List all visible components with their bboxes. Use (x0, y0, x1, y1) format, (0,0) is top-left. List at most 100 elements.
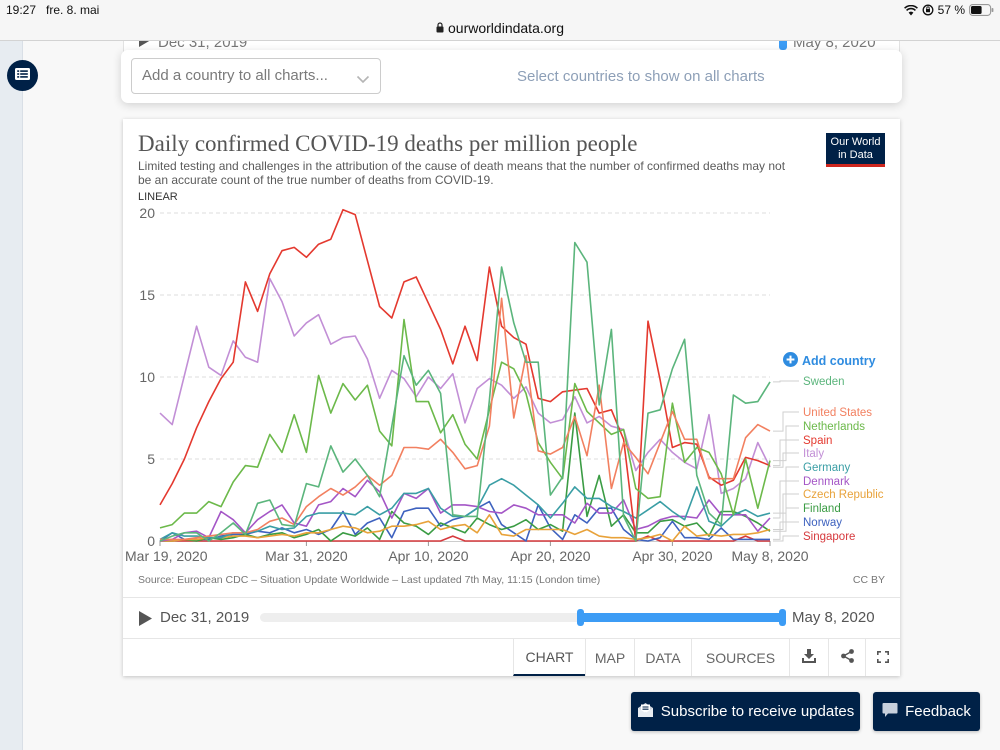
series-line-spain[interactable] (159, 208, 771, 542)
series-line-singapore[interactable] (160, 535, 770, 542)
legend-label-norway[interactable]: Norway (803, 517, 842, 529)
legend-connector (773, 452, 799, 468)
legend-label-singapore[interactable]: Singapore (803, 531, 855, 543)
legend-connector (773, 535, 799, 542)
x-tick-label: Apr 30, 2020 (632, 548, 712, 564)
legend-label-denmark[interactable]: Denmark (803, 476, 850, 488)
battery-percentage: 57 % (937, 3, 965, 17)
series-line-norway[interactable] (159, 500, 770, 542)
series-line-italy[interactable] (159, 277, 771, 495)
series-line-united-states[interactable] (160, 297, 771, 541)
lock-icon (436, 20, 444, 36)
legend-connector (773, 493, 799, 530)
status-indicators: 57 % (903, 2, 994, 18)
legend-connector (773, 411, 799, 432)
battery-icon (969, 4, 994, 16)
url-text: ourworldindata.org (448, 20, 564, 36)
timeline-end-label: May 8, 2020 (792, 609, 875, 626)
series-line-czech-republic[interactable] (160, 513, 771, 542)
series-line-denmark[interactable] (159, 479, 771, 542)
chart-tabs: CHART MAP DATA SOURCES (123, 639, 900, 676)
subscribe-label: Subscribe to receive updates (660, 703, 855, 720)
status-date: fre. 8. mai (46, 3, 100, 17)
legend-label-sweden[interactable]: Sweden (803, 376, 845, 388)
tab-map[interactable]: MAP (585, 639, 634, 676)
legend-label-united-states[interactable]: United States (803, 407, 872, 419)
legend-connector (773, 480, 799, 519)
table-of-contents-button[interactable] (7, 60, 38, 91)
tab-label: SOURCES (705, 649, 776, 666)
add-country-dropdown[interactable]: Add a country to all charts... (131, 58, 381, 94)
tab-data[interactable]: DATA (634, 639, 691, 676)
feedback-label: Feedback (905, 703, 971, 720)
share-button[interactable] (828, 639, 865, 676)
x-tick-label: Mar 19, 2020 (125, 548, 208, 564)
speech-bubble-icon (882, 702, 898, 722)
share-icon (840, 649, 854, 666)
previous-timeline-handle[interactable] (779, 35, 787, 50)
x-tick-label: Mar 31, 2020 (265, 548, 348, 564)
tab-chart[interactable]: CHART (513, 639, 585, 676)
gridlines (160, 212, 770, 460)
x-tick-label: Apr 20, 2020 (510, 548, 590, 564)
legend-label-finland[interactable]: Finland (803, 503, 841, 515)
legend-connector (773, 507, 799, 532)
chart-title: Daily confirmed COVID-19 deaths per mill… (138, 131, 638, 156)
legend-connector (773, 521, 799, 540)
browser-chrome: 19:27 fre. 8. mai 57 % ourworldindata.or… (0, 0, 1000, 41)
timeline-start-handle[interactable] (577, 609, 585, 626)
owid-logo[interactable]: Our World in Data (826, 133, 885, 167)
legend-label-italy[interactable]: Italy (803, 448, 824, 460)
tab-label: MAP (594, 649, 626, 666)
add-country-button[interactable]: Add country (783, 352, 876, 370)
legend-label-spain[interactable]: Spain (803, 435, 832, 447)
divider (123, 597, 900, 598)
legend-label-czech-republic[interactable]: Czech Republic (803, 489, 884, 501)
tab-sources[interactable]: SOURCES (691, 639, 789, 676)
y-tick-label: 20 (139, 205, 155, 221)
fullscreen-button[interactable] (865, 639, 900, 676)
legend-connector (773, 380, 799, 383)
wifi-icon (903, 4, 918, 16)
timeline-selected-range[interactable] (580, 613, 783, 622)
timeline-start-label: Dec 31, 2019 (160, 609, 250, 626)
legend-connector (773, 466, 799, 514)
subscribe-button[interactable]: Subscribe to receive updates (631, 692, 860, 731)
license-link[interactable]: CC BY (852, 574, 885, 586)
series-lines (159, 208, 771, 542)
sidebar-strip (0, 41, 23, 750)
list-icon (15, 67, 30, 85)
fullscreen-icon (877, 650, 889, 666)
legend-label-netherlands[interactable]: Netherlands (803, 421, 865, 433)
legend-connector (773, 439, 799, 467)
address-bar[interactable]: ourworldindata.org (0, 20, 1000, 36)
timeline-slider[interactable] (260, 609, 786, 626)
line-chart: 0 5 10 15 20 Mar 19, 2020 Mar 31, 2020 Apr 10, … (125, 205, 884, 564)
play-button[interactable] (139, 611, 152, 631)
series-line-netherlands[interactable] (159, 318, 771, 529)
x-tick-label: Apr 10, 2020 (388, 548, 468, 564)
timeline-end-handle[interactable] (779, 609, 786, 626)
series-line-sweden[interactable] (159, 241, 771, 542)
status-time: 19:27 (6, 3, 37, 17)
axes: 0 5 10 15 20 Mar 19, 2020 Mar 31, 2020 Apr 10, … (125, 205, 809, 564)
timeline: Dec 31, 2019 May 8, 2020 (123, 598, 900, 638)
divider (123, 638, 900, 639)
chart-source[interactable]: Source: European CDC – Situation Update … (138, 574, 601, 586)
add-country-label: Add country (802, 354, 876, 368)
orientation-lock-icon (922, 4, 934, 16)
x-tick-label: May 8, 2020 (731, 548, 808, 564)
download-button[interactable] (789, 639, 828, 676)
y-tick-label: 5 (147, 451, 155, 467)
feedback-button[interactable]: Feedback (873, 692, 980, 731)
logo-line-1: Our World (830, 136, 881, 148)
y-tick-label: 10 (139, 369, 155, 385)
legend-label-germany[interactable]: Germany (803, 462, 851, 474)
plus-circle-icon (783, 352, 798, 370)
legend: Sweden United States Netherlands SpainItaly… (773, 376, 884, 543)
chart-card: Daily confirmed COVID-19 deaths per mill… (123, 119, 900, 676)
chevron-down-icon (356, 71, 370, 89)
scale-toggle[interactable]: LINEAR (138, 191, 178, 203)
chart-subtitle: Limited testing and challenges in the at… (138, 159, 786, 187)
y-tick-label: 0 (147, 533, 155, 549)
